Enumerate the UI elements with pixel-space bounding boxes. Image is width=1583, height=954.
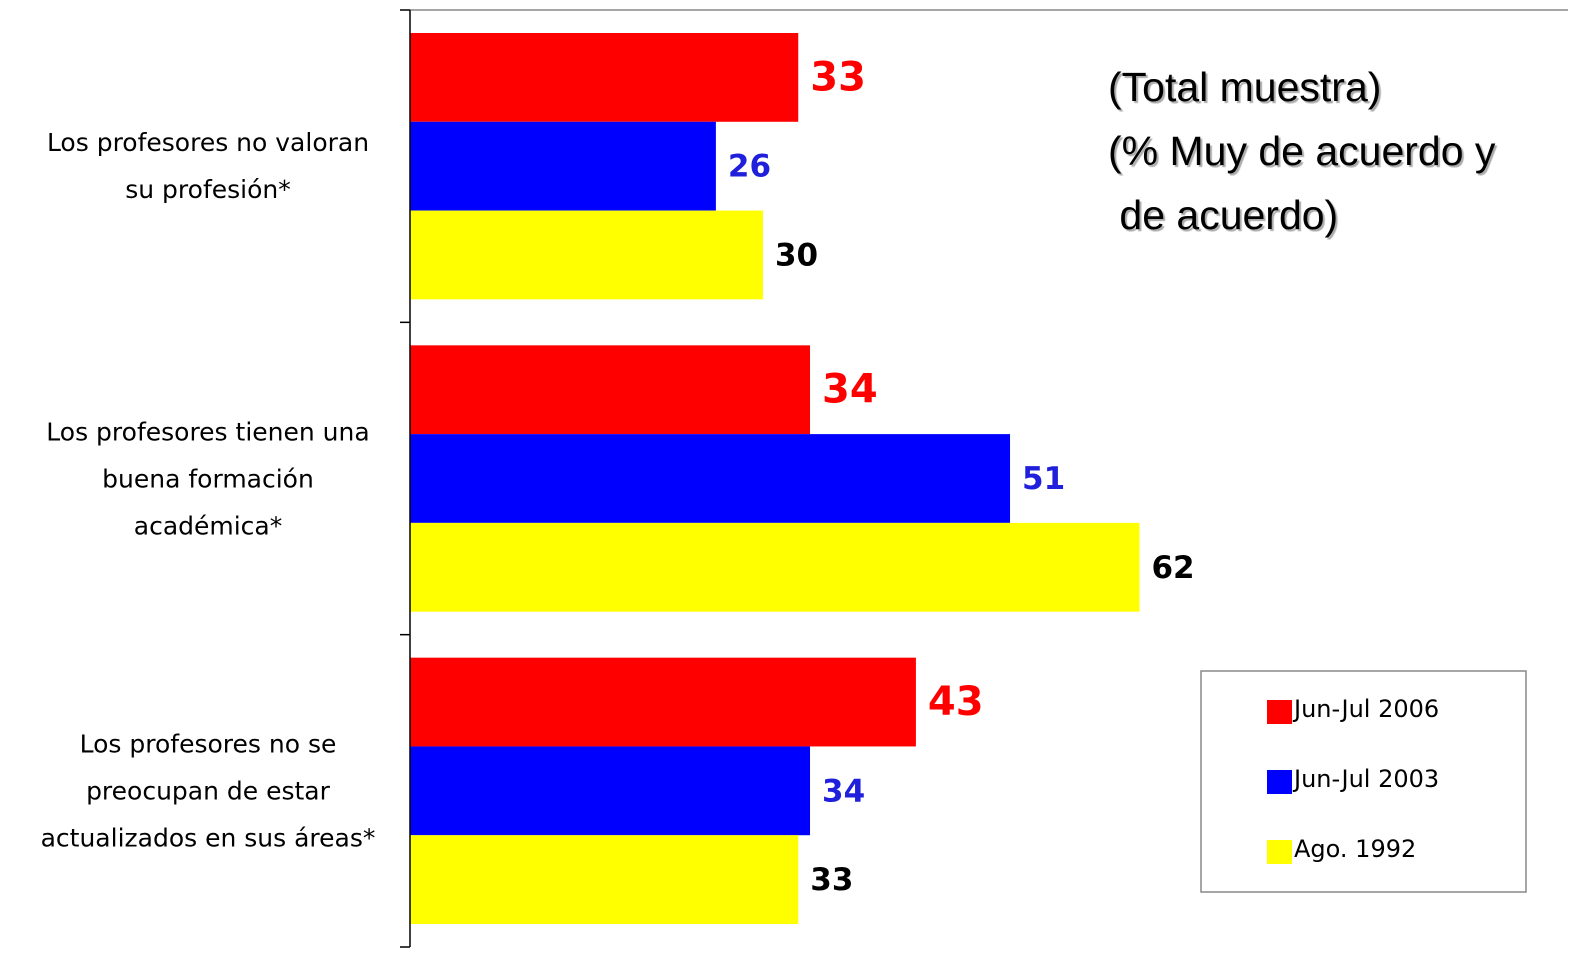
legend-swatch [1267, 700, 1292, 724]
bar [410, 434, 1011, 523]
bar [410, 522, 1140, 612]
category-label: Los profesores no valoran su profesión* [46, 128, 370, 205]
bar [410, 835, 799, 924]
legend-box [1200, 670, 1527, 893]
annotation: de acuerdo) [1108, 192, 1339, 238]
category-label: Los profesores tienen una buena formació… [46, 417, 370, 540]
bar [410, 657, 916, 747]
legend-label: Jun-Jul 2003 [1292, 765, 1439, 793]
value-label: 62 [1151, 550, 1194, 586]
annotation: (% Muy de acuerdo y [1108, 128, 1496, 174]
legend-swatch [1267, 770, 1292, 794]
bar [410, 345, 811, 435]
category-label: Los profesores no se preocupan de estar … [40, 729, 376, 853]
value-label: 51 [1022, 461, 1065, 497]
bar [410, 210, 763, 300]
value-label: 34 [822, 367, 878, 413]
legend-label: Ago. 1992 [1294, 835, 1416, 863]
bar [410, 33, 799, 122]
annotation: (Total muestra) [1108, 64, 1382, 110]
value-label: 43 [928, 679, 984, 725]
value-label: 33 [810, 862, 853, 898]
value-label: 26 [728, 149, 771, 185]
value-label: 33 [810, 54, 866, 100]
bar [410, 121, 716, 211]
value-label: 30 [775, 237, 818, 273]
legend-swatch [1267, 840, 1292, 864]
legend-label: Jun-Jul 2006 [1292, 695, 1439, 723]
bar [410, 746, 811, 836]
value-label: 34 [822, 773, 865, 809]
